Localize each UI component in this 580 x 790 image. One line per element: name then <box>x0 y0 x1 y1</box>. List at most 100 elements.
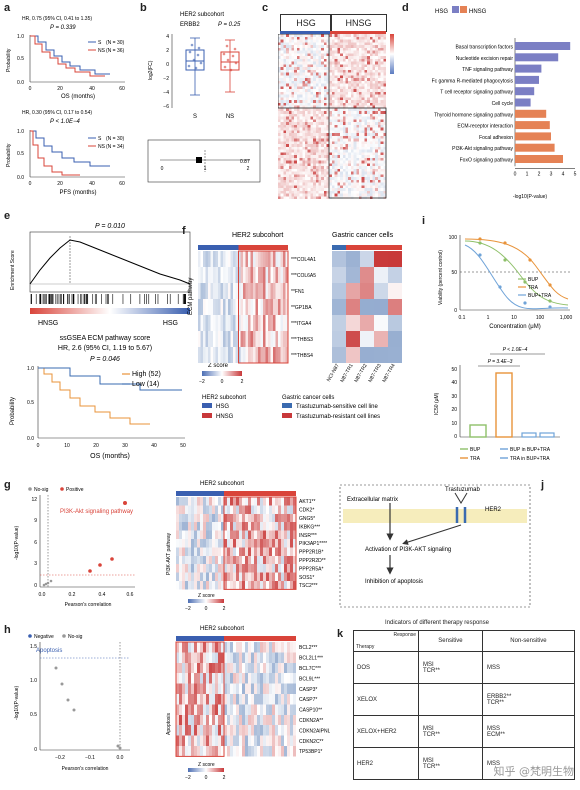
heatmap-cell <box>375 122 379 125</box>
heatmap-cell <box>364 157 368 161</box>
heatmap-cell <box>176 694 180 705</box>
heatmap-cell <box>321 119 325 123</box>
heatmap-cell <box>281 513 285 523</box>
heatmap-cell <box>364 133 368 136</box>
heatmap-cell <box>326 102 330 106</box>
heatmap-cell <box>191 564 195 573</box>
heatmap-cell <box>302 163 306 167</box>
panel-label: i <box>422 215 426 227</box>
heatmap-cell <box>224 642 228 653</box>
heatmap-cell <box>182 735 186 747</box>
heatmap-cell <box>215 642 219 653</box>
heatmap-cell <box>278 105 281 109</box>
heatmap-cell <box>321 116 325 120</box>
heatmap-cell <box>305 166 308 169</box>
heatmap-cell <box>375 50 379 54</box>
heatmap-cell <box>266 714 270 726</box>
heatmap-cell <box>302 185 306 189</box>
heatmap-cell <box>200 735 204 747</box>
heatmap-cell <box>221 547 225 556</box>
heatmap-cell <box>315 102 319 106</box>
heatmap-cell <box>210 315 214 332</box>
heatmap-cell <box>383 174 387 178</box>
enrichment-bar-chart: HSG HNSG -log10(P-value) Basal transcrip… <box>432 6 577 200</box>
heatmap-cell <box>321 149 325 153</box>
heatmap-cell <box>269 513 273 523</box>
heatmap-cell <box>369 160 373 164</box>
heatmap-cell <box>360 331 374 347</box>
y-axis-label: Enrichment Score <box>10 250 16 290</box>
heatmap-cell <box>380 111 384 114</box>
heatmap-cell <box>291 69 295 73</box>
heatmap-cell <box>218 505 222 514</box>
heatmap-cell <box>218 555 222 565</box>
heatmap-cell <box>353 69 357 73</box>
heatmap-cell <box>375 149 379 153</box>
heatmap-cell <box>377 56 381 59</box>
gene-label: CDK2* <box>299 508 314 514</box>
heatmap-cell <box>321 53 325 57</box>
heatmap-cell <box>375 102 379 106</box>
heatmap-cell <box>348 64 352 68</box>
heatmap-cell <box>291 152 295 156</box>
heatmap-cell <box>334 97 338 101</box>
heatmap-cell <box>215 347 219 364</box>
heatmap-cell <box>213 347 216 364</box>
heatmap-cell <box>293 694 297 705</box>
heatmap-cell <box>315 130 319 134</box>
heatmap-cell <box>188 539 192 548</box>
heatmap-cell <box>315 119 319 123</box>
heatmap-cell <box>380 97 384 101</box>
heatmap-cell <box>251 572 255 582</box>
heatmap-cell <box>269 673 273 684</box>
heatmap-cell <box>239 673 243 684</box>
heatmap-cell <box>251 555 255 565</box>
heatmap-cell <box>326 39 330 43</box>
heatmap-cell <box>287 513 291 523</box>
heatmap-cell <box>380 45 384 48</box>
heatmap-cell <box>375 58 379 62</box>
heatmap-cell <box>372 163 376 167</box>
heatmap-cell <box>380 56 384 59</box>
legend-bup: BUP <box>528 277 539 283</box>
heatmap-cell <box>364 193 368 197</box>
heatmap-cell <box>179 683 183 695</box>
heatmap-cell <box>383 157 387 161</box>
heatmap-cell <box>375 144 379 147</box>
heatmap-cell <box>302 78 306 81</box>
heatmap-cell <box>248 251 251 268</box>
heatmap-cell <box>291 100 295 103</box>
heatmap-cell <box>296 141 300 145</box>
heatmap-cell <box>342 36 346 40</box>
heatmap-cell <box>345 67 349 70</box>
heatmap-cell <box>286 190 289 194</box>
heatmap-cell <box>240 251 244 268</box>
heatmap-cell <box>281 539 285 548</box>
heatmap-cell <box>377 166 381 169</box>
heatmap-cell <box>348 89 352 92</box>
heatmap-cell <box>251 505 255 514</box>
heatmap-cell <box>227 704 231 715</box>
heatmap-cell <box>377 34 381 37</box>
heatmap-cell <box>359 64 362 68</box>
heatmap-cell <box>377 50 381 54</box>
heatmap-cell <box>280 56 284 59</box>
heatmap-cell <box>294 196 298 199</box>
panel-k: k Indicators of different therapy respon… <box>335 620 580 785</box>
tick: 1.0 <box>30 678 37 684</box>
heatmap-cell <box>188 564 192 573</box>
heatmap-cell <box>321 58 325 62</box>
heatmap-cell <box>278 130 281 134</box>
heatmap-cell <box>245 299 249 316</box>
heatmap-cell <box>286 94 289 98</box>
heatmap-cell <box>372 166 376 169</box>
heatmap-cell <box>218 746 222 757</box>
heatmap-cell <box>361 108 365 112</box>
legend-hsg: HSG <box>216 404 229 410</box>
tick: 4 <box>562 171 565 177</box>
heatmap-cell <box>278 36 281 40</box>
heatmap-cell <box>221 572 225 582</box>
heatmap-cell <box>245 642 249 653</box>
heatmap-cell <box>345 166 349 169</box>
heatmap-cell <box>375 135 379 139</box>
